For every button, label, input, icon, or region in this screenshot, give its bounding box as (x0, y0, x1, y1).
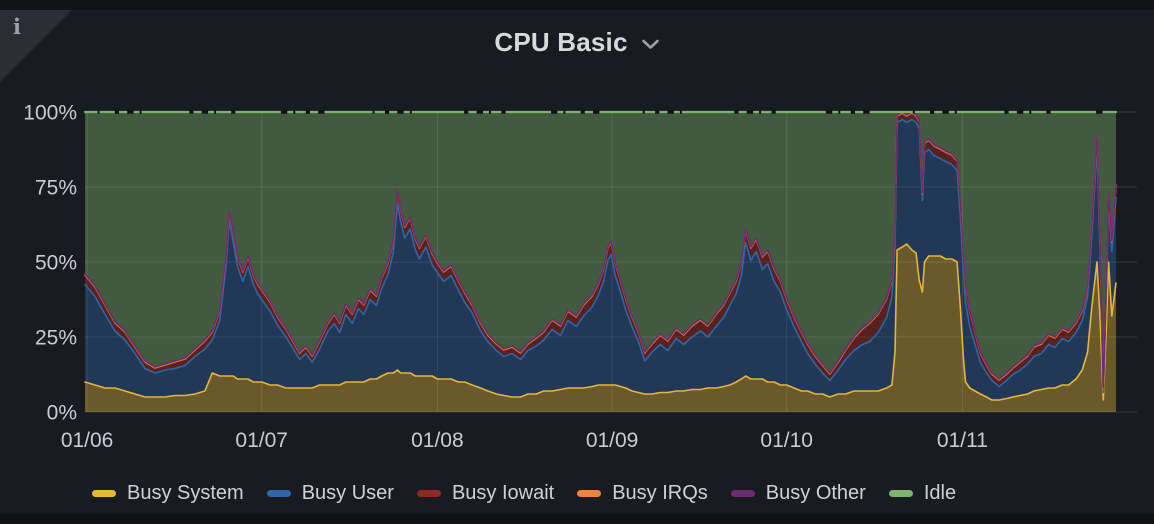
legend-label: Busy User (301, 481, 394, 504)
y-axis-label: 0% (47, 402, 77, 425)
series-lines (83, 110, 1118, 401)
chart-legend: Busy System Busy User Busy Iowait Busy IRQs… (92, 477, 956, 509)
y-axis-label: 25% (35, 327, 77, 350)
legend-swatch-icon (730, 489, 755, 497)
x-axis-label: 01/07 (235, 429, 288, 452)
x-axis-label: 01/08 (411, 429, 464, 452)
legend-item-busy-user[interactable]: Busy User (266, 481, 394, 505)
info-icon[interactable]: i (13, 14, 21, 39)
chevron-down-icon[interactable] (641, 39, 660, 50)
axis-labels: 0% 25% 50% 75% 100% 01/06 01/07 01/08 01/09 01/10… (23, 102, 988, 453)
y-axis-label: 75% (35, 177, 77, 200)
x-axis-label: 01/06 (61, 429, 114, 452)
x-axis-label: 01/09 (586, 429, 639, 452)
legend-item-busy-iowait[interactable]: Busy Iowait (416, 481, 555, 505)
legend-label: Busy Iowait (451, 481, 555, 504)
series-line-busy-user (84, 118, 1117, 394)
x-axis-label: 01/11 (937, 429, 988, 452)
legend-swatch-icon (92, 489, 116, 497)
panel-info-corner[interactable] (0, 10, 72, 82)
series-area-idle (85, 112, 1116, 388)
panel-title[interactable]: CPU Basic (494, 27, 628, 57)
series-line-busy-other (84, 111, 1117, 389)
y-axis-label: 100% (23, 102, 77, 125)
legend-swatch-icon (577, 489, 602, 497)
legend-item-idle[interactable]: Idle (888, 481, 957, 505)
legend-swatch-icon (266, 489, 291, 497)
cpu-basic-panel (0, 10, 1154, 514)
y-axis-label: 50% (35, 252, 77, 275)
series-line-busy-system (84, 243, 1117, 401)
legend-swatch-icon (416, 489, 441, 497)
legend-label: Busy IRQs (612, 481, 708, 504)
legend-label: Busy System (127, 481, 244, 504)
series-area-busy-user (85, 119, 1116, 400)
top-line-notches (97, 110, 1103, 114)
x-axis-label: 01/10 (760, 429, 813, 452)
legend-item-busy-irqs[interactable]: Busy IRQs (577, 482, 708, 505)
panel-header: CPU Basic (0, 27, 1154, 58)
legend-item-busy-system[interactable]: Busy System (92, 482, 244, 505)
legend-swatch-icon (888, 489, 913, 497)
legend-label: Idle (923, 481, 957, 504)
legend-item-busy-other[interactable]: Busy Other (730, 481, 866, 505)
legend-label: Busy Other (765, 481, 866, 504)
